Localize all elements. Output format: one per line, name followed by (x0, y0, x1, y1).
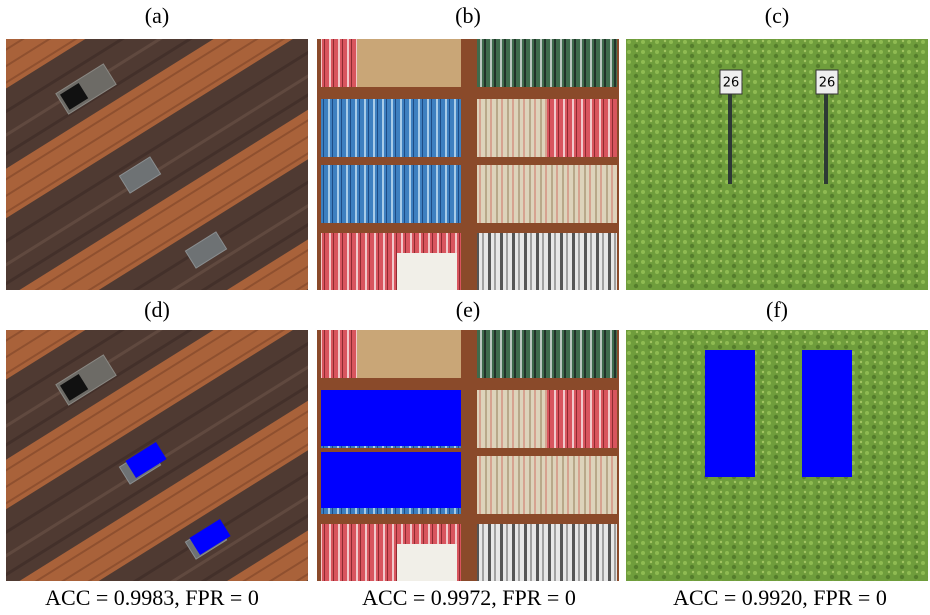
panel-label: (a) (145, 3, 169, 28)
detection-mask (705, 350, 755, 477)
detection-mask (321, 452, 461, 508)
figure: 26 26 (a) (b) (c) (d) (e) (f) ACC = 0.99… (0, 0, 930, 615)
image-grass (626, 39, 928, 290)
caption: ACC = 0.9920, FPR = 0 (673, 585, 887, 610)
caption: ACC = 0.9983, FPR = 0 (45, 585, 259, 610)
detection-mask (802, 350, 852, 477)
detection-mask (321, 390, 461, 446)
image-roof (6, 39, 308, 290)
panel-label: (d) (144, 297, 170, 322)
caption: ACC = 0.9972, FPR = 0 (362, 585, 576, 610)
panel-label: (c) (765, 3, 789, 28)
panel-label: (b) (455, 3, 481, 28)
panel-label: (e) (456, 297, 480, 322)
image-bookshelf (317, 39, 619, 290)
panel-label: (f) (766, 297, 788, 322)
image-grass-detected (626, 330, 928, 581)
